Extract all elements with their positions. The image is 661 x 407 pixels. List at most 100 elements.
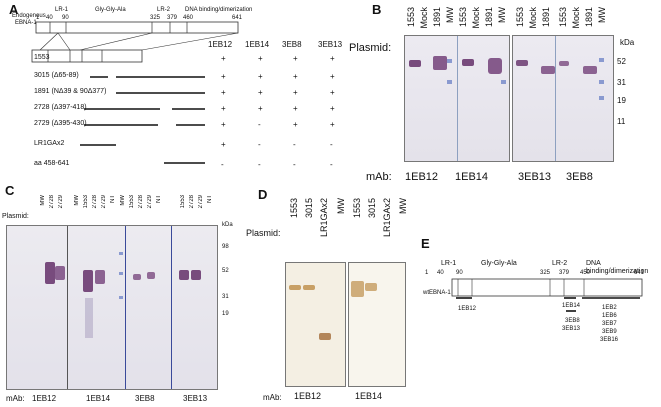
panel-a-domain-diagram bbox=[31, 21, 239, 63]
d-lane-2: 3015 bbox=[304, 198, 314, 219]
mark-r5-c3: - bbox=[330, 140, 333, 149]
row-label-1553: 1553 bbox=[34, 54, 50, 61]
mark-r1-c2: + bbox=[293, 72, 298, 81]
c-lane-3: 2729 bbox=[58, 195, 64, 209]
c-lane-1: MW bbox=[40, 195, 46, 206]
mark-r6-c0: - bbox=[221, 160, 224, 169]
tick-460: 460 bbox=[183, 15, 194, 21]
panel-b-plasmid-label: Plasmid: bbox=[349, 42, 392, 54]
c-kda-52: 52 bbox=[222, 268, 229, 274]
panel-label-b: B bbox=[372, 2, 382, 17]
mark-r5-c2: - bbox=[293, 140, 296, 149]
blot-d-right bbox=[348, 262, 406, 387]
e-domain-dna: DNA binding/dimerization bbox=[586, 260, 649, 275]
b-kda-52: 52 bbox=[617, 57, 626, 66]
mark-r2-c1: + bbox=[258, 88, 263, 97]
c-lane-5: 1553 bbox=[83, 195, 89, 209]
c-plasmid-label: Plasmid: bbox=[2, 213, 29, 220]
d-mab-label: mAb: bbox=[263, 393, 282, 402]
mark-r1-c3: + bbox=[330, 72, 335, 81]
c-kda-label: kDa bbox=[222, 222, 233, 228]
panel-e-diagram bbox=[451, 278, 643, 312]
b-lane-13: Mock bbox=[571, 7, 581, 29]
c-mab-1eb12: 1EB12 bbox=[32, 394, 57, 403]
b-kda-31: 31 bbox=[617, 78, 626, 87]
mark-r0-c2: + bbox=[293, 54, 298, 63]
panel-label-a: A bbox=[9, 2, 19, 17]
e-domain-gly: Gly-Gly-Ala bbox=[481, 260, 517, 267]
b-lane-9: 1553 bbox=[515, 7, 525, 28]
e-wtebna1-label: wtEBNA-1 bbox=[423, 290, 451, 296]
e-tick-379: 379 bbox=[559, 270, 570, 276]
e-domain-lr1: LR-1 bbox=[441, 260, 457, 267]
mark-r5-c0: + bbox=[221, 140, 226, 149]
b-mab-3eb13: 3EB13 bbox=[518, 171, 552, 183]
c-lane-4: MW bbox=[74, 195, 80, 206]
d-lane-5: 1553 bbox=[352, 198, 362, 219]
e-group-3: 3EB9 bbox=[602, 329, 617, 335]
blot-b-right bbox=[512, 35, 614, 162]
b-lane-4: MW bbox=[445, 7, 455, 23]
e-group-2: 3EB7 bbox=[602, 321, 617, 327]
mark-r6-c3: - bbox=[330, 160, 333, 169]
b-lane-11: 1891 bbox=[541, 7, 551, 28]
d-lane-6: 3015 bbox=[367, 198, 377, 219]
panel-label-d: D bbox=[258, 187, 268, 202]
d-mab-1eb12: 1EB12 bbox=[294, 391, 322, 401]
mark-r4-c1: - bbox=[258, 120, 261, 129]
tick-641: 641 bbox=[232, 15, 243, 21]
c-lane-9: MW bbox=[120, 195, 126, 206]
c-lane-2: 2728 bbox=[49, 195, 55, 209]
b-mab-1eb12: 1EB12 bbox=[405, 171, 439, 183]
c-kda-31: 31 bbox=[222, 294, 229, 300]
domain-dna: DNA binding/dimerization bbox=[185, 7, 253, 13]
c-lane-13: NT bbox=[156, 195, 162, 203]
domain-lr2: LR-2 bbox=[157, 7, 171, 13]
mark-r2-c3: + bbox=[330, 88, 335, 97]
b-kda-11: 11 bbox=[617, 117, 626, 126]
b-lane-7: 1891 bbox=[484, 7, 494, 28]
e-tick-641: 641 bbox=[634, 270, 645, 276]
b-mab-label: mAb: bbox=[366, 171, 392, 183]
row-label-2728: 2728 (Δ397-418) bbox=[34, 104, 87, 111]
b-lane-14: 1891 bbox=[584, 7, 594, 28]
d-lane-3: LR1GAx2 bbox=[319, 198, 329, 238]
b-lane-3: 1891 bbox=[432, 7, 442, 28]
row-label-aa458: aa 458-641 bbox=[34, 160, 70, 167]
d-lane-8: MW bbox=[398, 198, 408, 214]
c-lane-10: 1553 bbox=[129, 195, 135, 209]
blot-d-left bbox=[285, 262, 346, 387]
c-mab-3eb8: 3EB8 bbox=[135, 394, 155, 403]
e-epi-1eb14: 1EB14 bbox=[562, 303, 581, 309]
e-tick-40: 40 bbox=[437, 270, 444, 276]
mark-r4-c0: + bbox=[221, 120, 226, 129]
c-lane-14: 1553 bbox=[180, 195, 186, 209]
e-epi-3eb13: 3EB13 bbox=[562, 326, 581, 332]
row-label-2729: 2729 (Δ395-430) bbox=[34, 120, 87, 127]
mark-r1-c1: + bbox=[258, 72, 263, 81]
c-lane-7: 2729 bbox=[101, 195, 107, 209]
tick-1: 1 bbox=[36, 15, 40, 21]
e-group-0: 1EB2 bbox=[602, 305, 617, 311]
b-lane-12: 1553 bbox=[558, 7, 568, 28]
ebna1-label: EBNA-1 bbox=[15, 20, 37, 26]
b-mab-1eb14: 1EB14 bbox=[455, 171, 489, 183]
c-lane-15: 2728 bbox=[189, 195, 195, 209]
b-lane-1: 1553 bbox=[406, 7, 416, 28]
mark-r4-c3: + bbox=[330, 120, 335, 129]
b-lane-5: 1553 bbox=[458, 7, 468, 28]
d-lane-1: 1553 bbox=[289, 198, 299, 219]
e-group-4: 3EB16 bbox=[600, 337, 619, 343]
e-tick-325: 325 bbox=[540, 270, 551, 276]
c-mab-3eb13: 3EB13 bbox=[183, 394, 208, 403]
b-kda-19: 19 bbox=[617, 96, 626, 105]
d-plasmid-label: Plasmid: bbox=[246, 228, 281, 238]
c-lane-12: 2729 bbox=[147, 195, 153, 209]
b-lane-6: Mock bbox=[471, 7, 481, 29]
d-mab-1eb14: 1EB14 bbox=[355, 391, 383, 401]
b-lane-8: MW bbox=[497, 7, 507, 23]
mark-r0-c3: + bbox=[330, 54, 335, 63]
c-lane-11: 2728 bbox=[138, 195, 144, 209]
panel-a-construct-lines bbox=[80, 76, 205, 164]
endogenous-label: Endogenous bbox=[12, 13, 46, 19]
